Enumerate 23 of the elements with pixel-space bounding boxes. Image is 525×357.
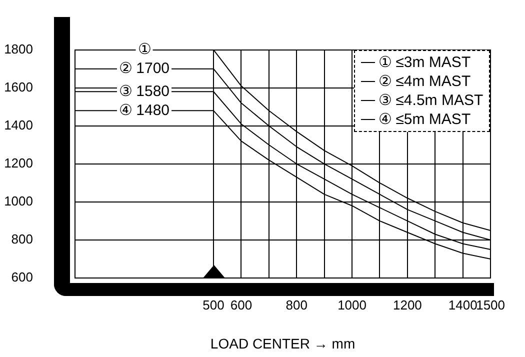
- x-tick-label: 1400: [448, 297, 478, 312]
- y-tick-label: 600: [11, 270, 33, 285]
- x-tick-label: 500: [202, 297, 224, 312]
- annotation: ①: [138, 40, 151, 58]
- x-axis-title: LOAD CENTER → mm: [210, 335, 356, 352]
- y-tick-label: 1000: [4, 194, 33, 209]
- x-tick-label: 800: [286, 297, 308, 312]
- y-tick-label: 1200: [4, 155, 33, 170]
- x-tick-label: 1200: [392, 297, 422, 312]
- legend-label: ② ≤4m MAST: [378, 72, 471, 90]
- annotation: ③ 1580: [118, 82, 170, 100]
- x-tick-label: 1000: [338, 297, 366, 312]
- legend-label: ① ≤3m MAST: [378, 54, 471, 71]
- y-tick-label: 1800: [4, 41, 33, 56]
- x-tick-label: 600: [230, 297, 252, 312]
- y-tick-label: 1600: [4, 79, 33, 94]
- y-tick-label: 800: [11, 232, 33, 247]
- legend-label: ③ ≤4.5m MAST: [378, 92, 484, 109]
- annotation: ④ 1480: [118, 102, 170, 119]
- legend-label: ④ ≤5m MAST: [378, 110, 471, 128]
- annotation: ② 1700: [118, 60, 170, 77]
- y-tick-label: 1400: [4, 117, 33, 132]
- x-tick-label: 1500: [476, 297, 505, 312]
